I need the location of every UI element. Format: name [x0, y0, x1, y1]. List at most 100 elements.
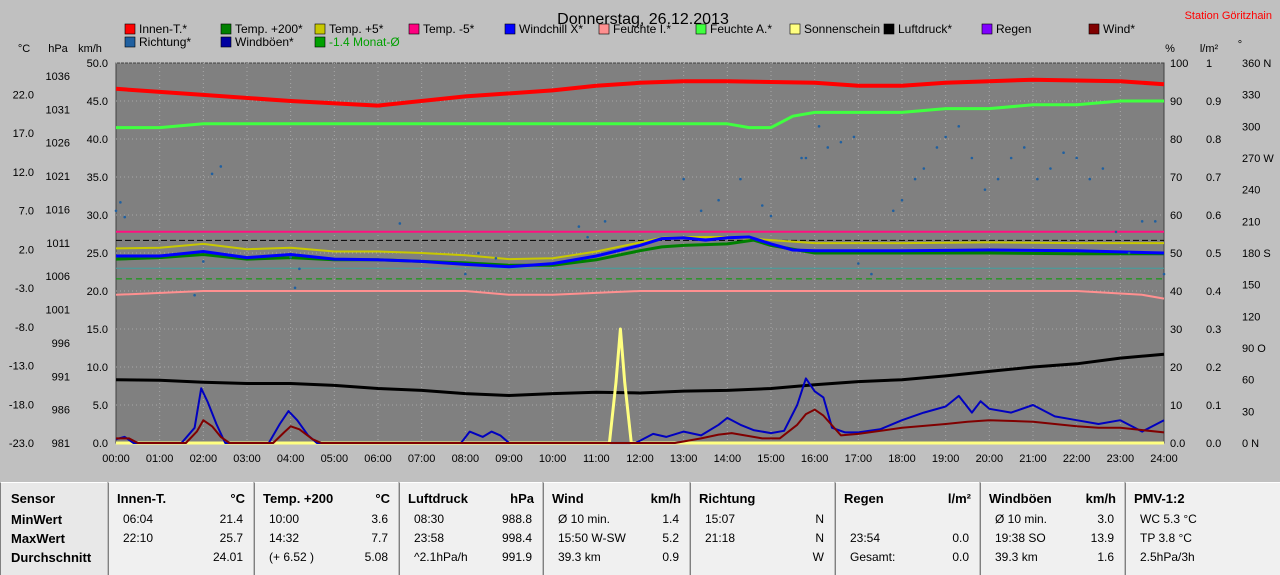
- legend-label: Richtung*: [139, 35, 191, 49]
- axis-unit-labels: °C hPa km/h% l/m² °: [18, 39, 1242, 55]
- legend-swatch: [789, 23, 801, 35]
- tick-label-rain: 1: [1206, 58, 1212, 70]
- stats-column-title: Regen: [844, 491, 884, 506]
- tick-label-hpa: 991: [52, 371, 70, 383]
- legend-swatch: [598, 23, 610, 35]
- tick-label-time: 02:00: [190, 453, 218, 465]
- legend-swatch: [124, 23, 136, 35]
- stats-cell-value: 988.8: [501, 512, 532, 526]
- legend-swatch: [883, 23, 895, 35]
- series-point-richtung: [1049, 167, 1052, 170]
- series-layer: [114, 77, 1166, 445]
- legend: Innen-T.* Temp. +200* Temp. +5* Temp. -5* Wi…: [124, 22, 1135, 49]
- series-line-feuchte-a: [116, 99, 1164, 130]
- stats-column-title: PMV-1:2: [1134, 491, 1185, 506]
- series-point-richtung: [769, 214, 773, 218]
- tick-label-percent: 30: [1170, 324, 1182, 336]
- series-point-richtung: [804, 156, 808, 160]
- series-point-richtung: [717, 198, 720, 202]
- tick-label-temp: 17.0: [13, 128, 34, 140]
- tick-label-degrees: 300: [1242, 121, 1260, 133]
- tick-label-temp: 2.0: [19, 244, 34, 256]
- tick-label-time: 08:00: [452, 453, 480, 465]
- tick-label-percent: 10: [1170, 400, 1182, 412]
- tick-label-rain: 0.9: [1206, 96, 1221, 108]
- tick-label-hpa: 1026: [46, 138, 70, 150]
- legend-label: Feuchte I.*: [613, 22, 671, 36]
- series-point-richtung: [944, 135, 947, 139]
- tick-label-time: 18:00: [888, 453, 916, 465]
- series-point-richtung: [119, 201, 122, 204]
- stats-cell-value: 0.0: [952, 550, 969, 564]
- row-label-avg: Durchschnitt: [11, 550, 92, 565]
- series-point-richtung: [1075, 156, 1078, 160]
- series-point-richtung: [494, 256, 498, 260]
- stats-cell-label: 19:38 SO: [995, 531, 1046, 545]
- tick-label-kmh: 0.0: [93, 438, 108, 450]
- stats-cell-label: 39.3 km: [995, 550, 1038, 564]
- stats-panel-4: Richtung 15:07 N 21:18 N W: [690, 482, 834, 575]
- tick-label-degrees: 360 N: [1242, 58, 1271, 70]
- series-point-richtung: [800, 156, 803, 160]
- stats-column-title: Innen-T.: [117, 491, 167, 506]
- stats-column-unit: km/h: [650, 491, 681, 506]
- tick-label-kmh: 25.0: [87, 248, 108, 260]
- tick-label-time: 04:00: [277, 453, 305, 465]
- stats-cell-label: 10:00: [269, 512, 300, 526]
- stats-cell-label: 21:18: [705, 531, 736, 545]
- stats-column-unit: l/m²: [947, 491, 971, 506]
- tick-label-percent: 100: [1170, 58, 1188, 70]
- series-point-richtung: [1127, 251, 1131, 255]
- tick-label-time: 01:00: [146, 453, 174, 465]
- stats-panel-6: Windböen km/h Ø 10 min. 3.0 19:38 SO 13.9 39.3…: [980, 482, 1124, 575]
- series-point-richtung: [900, 198, 904, 202]
- series-point-richtung: [957, 125, 961, 128]
- stats-panel-0: Innen-T. °C 06:04 21.4 22:10 25.7 24.01: [108, 482, 253, 575]
- tick-label-time: 11:00: [583, 453, 610, 465]
- series-point-richtung: [477, 251, 480, 255]
- tick-label-degrees: 270 W: [1242, 153, 1274, 165]
- unit-label-kmh: km/h: [78, 43, 102, 55]
- tick-label-degrees: 330: [1242, 90, 1260, 102]
- series-point-richtung: [219, 165, 223, 168]
- tick-label-time: 17:00: [845, 453, 873, 465]
- station-name: Station Göritzhain: [1185, 10, 1272, 22]
- stats-cell-label: Ø 10 min.: [995, 512, 1048, 526]
- tick-label-percent: 70: [1170, 172, 1182, 184]
- series-point-richtung: [1062, 151, 1065, 155]
- series-point-richtung: [123, 215, 127, 219]
- tick-label-temp: -3.0: [15, 283, 34, 295]
- tick-label-kmh: 35.0: [87, 172, 108, 184]
- legend-label: Windchill X*: [519, 22, 583, 36]
- series-point-richtung: [1036, 177, 1039, 181]
- tick-label-degrees: 30: [1242, 406, 1254, 418]
- unit-label-rain: l/m²: [1200, 43, 1219, 55]
- tick-label-degrees: 210: [1242, 216, 1260, 228]
- legend-label: Temp. -5*: [423, 22, 475, 36]
- tick-label-temp: -13.0: [9, 361, 34, 373]
- unit-label-degrees: °: [1238, 39, 1242, 51]
- legend-label: Sonnenschein: [804, 22, 880, 36]
- stats-column-unit: °C: [375, 491, 390, 506]
- legend-swatch: [1088, 23, 1100, 35]
- stats-panel-5: Regen l/m² 23:54 0.0 Gesamt: 0.0: [835, 482, 979, 575]
- series-point-richtung: [1153, 220, 1157, 223]
- tick-label-time: 06:00: [364, 453, 392, 465]
- tick-label-time: 14:00: [714, 453, 742, 465]
- tick-label-time: 22:00: [1063, 453, 1091, 465]
- series-line-temp-5: [115, 236, 1164, 261]
- stats-cell-value: 5.2: [662, 531, 679, 545]
- tick-label-hpa: 1021: [46, 171, 70, 183]
- legend-swatch: [981, 23, 993, 35]
- unit-label-percent: %: [1165, 43, 1175, 55]
- row-label-min: MinWert: [11, 512, 63, 527]
- tick-label-rain: 0.0: [1206, 438, 1221, 450]
- legend-label: Windböen*: [235, 35, 294, 49]
- series-point-richtung: [817, 125, 821, 128]
- series-point-richtung: [289, 255, 292, 259]
- series-point-richtung: [857, 262, 860, 265]
- stats-cell-label: WC 5.3 °C: [1140, 512, 1197, 526]
- series-point-richtung: [891, 209, 895, 213]
- tick-label-degrees: 150: [1242, 280, 1260, 292]
- tick-label-hpa: 986: [52, 405, 70, 417]
